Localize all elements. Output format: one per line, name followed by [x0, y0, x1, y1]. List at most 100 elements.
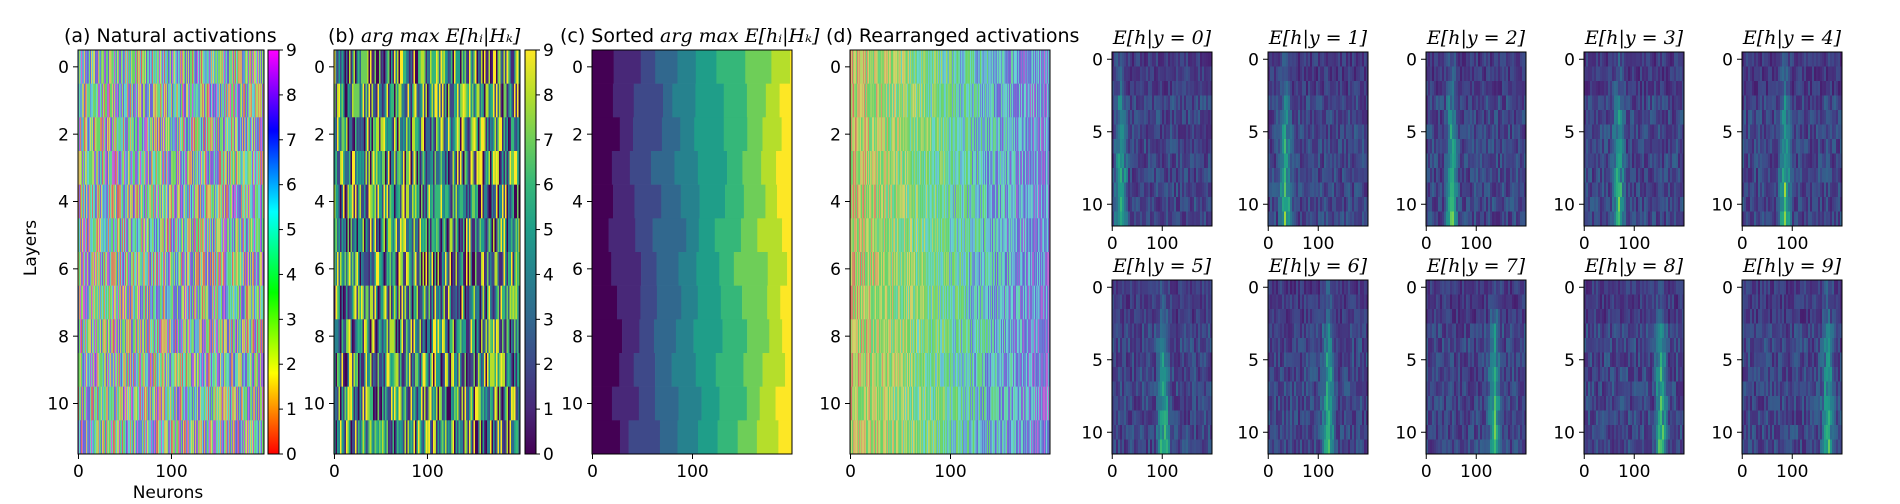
panel-c-band — [655, 353, 672, 387]
panel-c-band — [741, 218, 758, 252]
panel-b-xtick-label: 100 — [411, 462, 443, 482]
panel-c-band — [686, 218, 699, 252]
panel-c-band — [698, 420, 718, 454]
panel-c-band — [698, 151, 728, 185]
panel-c-band — [641, 50, 656, 84]
panel-c-band — [771, 50, 790, 84]
panel-b-colorbar-tick-label: 2 — [543, 355, 554, 375]
panel-c-band — [592, 218, 609, 252]
panel-a-colorbar-tick-label: 9 — [286, 41, 297, 61]
panel-a-colorbar-tick-label: 4 — [286, 265, 297, 285]
panel-c-band — [677, 50, 696, 84]
panel-a-ytick-label: 10 — [47, 395, 69, 415]
panel-c-band — [612, 151, 630, 185]
panel-c-band — [660, 420, 678, 454]
panel-c-band — [768, 252, 788, 286]
panel-c-band — [630, 151, 651, 185]
panel-c-band — [592, 319, 622, 353]
panel-c-band — [657, 286, 682, 320]
panel-c-band — [680, 117, 694, 151]
panel-c-band — [721, 286, 743, 320]
panel-c-band — [677, 420, 698, 454]
panel-c-image — [592, 50, 792, 454]
panel-c-band — [651, 151, 675, 185]
panel-c-ytick-label: 8 — [572, 327, 583, 347]
panel-c-band — [724, 117, 748, 151]
panel-c-band — [785, 353, 792, 387]
panel-b-colorbar-tick-label: 1 — [543, 400, 554, 420]
panel-c-title-math: arg max E[hᵢ|Hₖ] — [660, 25, 820, 47]
panel-c-band — [769, 319, 782, 353]
panel-a-colorbar-tick-label: 1 — [286, 400, 297, 420]
panel-c-band — [622, 319, 640, 353]
panel-c-band — [613, 84, 634, 118]
panel-c-xtick-label: 0 — [587, 462, 598, 482]
panel-c-band — [724, 84, 747, 118]
panel-c-band — [679, 387, 702, 421]
panel-b-xtick-label: 0 — [329, 462, 340, 482]
panel-c-band — [620, 117, 633, 151]
panel-c-band — [592, 420, 620, 454]
panel-c-band — [633, 117, 662, 151]
panel-c-band — [613, 185, 635, 219]
panel-b-colorbar-tick-label: 6 — [543, 176, 554, 196]
panel-c-band — [694, 319, 723, 353]
panel-c-band — [725, 185, 744, 219]
panel-c-band — [698, 286, 721, 320]
panel-c-ytick-label: 0 — [572, 58, 583, 78]
panel-c-band — [700, 185, 726, 219]
figure-ylabel: Layers — [21, 220, 41, 276]
panel-c-band — [620, 420, 629, 454]
panel-c-band — [676, 319, 694, 353]
panel-c-band — [780, 84, 793, 118]
panel-c-band — [672, 353, 696, 387]
panel-c-band — [742, 286, 767, 320]
panel-c-band — [757, 218, 782, 252]
panel-c-band — [639, 387, 655, 421]
panel-c-band — [661, 185, 681, 219]
panel-a-colorbar-tick-label: 6 — [286, 176, 297, 196]
panel-a-ytick-label: 8 — [58, 327, 69, 347]
panel-c-band — [776, 151, 792, 185]
panel-a-image — [78, 50, 264, 454]
panel-b-image — [334, 50, 520, 454]
panel-a-xtick-label: 100 — [155, 462, 187, 482]
panel-c-title-prefix: (c) Sorted — [560, 25, 660, 47]
panel-c-band — [617, 286, 641, 320]
panel-c-band — [592, 50, 614, 84]
panel-c-band — [778, 420, 792, 454]
panel-b-ytick-label: 8 — [314, 327, 325, 347]
panel-c-band — [727, 151, 743, 185]
panel-a-colorbar-gradient — [268, 50, 279, 454]
panel-a-ytick-label: 4 — [58, 193, 69, 213]
panel-c-band — [614, 50, 641, 84]
panel-c-band — [695, 84, 724, 118]
panel-c-band — [654, 319, 676, 353]
panel-c-band — [655, 50, 678, 84]
panel-c-band — [639, 319, 654, 353]
panel-b-title-prefix: (b) — [328, 25, 361, 47]
panel-c-band — [696, 252, 719, 286]
panel-c-band — [763, 353, 786, 387]
panel-c-band — [699, 218, 715, 252]
panel-c-band — [761, 151, 776, 185]
panel-c-band — [592, 84, 613, 118]
panel-c-band — [743, 353, 762, 387]
panel-c-band — [742, 151, 761, 185]
panel-c-band — [777, 185, 792, 219]
figure-xlabel: Neurons — [133, 483, 204, 500]
panel-c-band — [634, 353, 656, 387]
panel-c-band — [744, 185, 766, 219]
panel-b-colorbar-gradient — [525, 50, 536, 454]
panel-c-band — [782, 218, 792, 252]
panel-b-colorbar-tick-label: 9 — [543, 41, 554, 61]
panel-c-band — [765, 185, 777, 219]
panel-a-xtick-label: 0 — [73, 462, 84, 482]
panel-c-band — [662, 117, 681, 151]
panel-c-band — [592, 353, 620, 387]
panel-b-colorbar-tick-label: 5 — [543, 221, 554, 241]
panel-c-band — [696, 353, 716, 387]
panel-c-band — [738, 420, 757, 454]
